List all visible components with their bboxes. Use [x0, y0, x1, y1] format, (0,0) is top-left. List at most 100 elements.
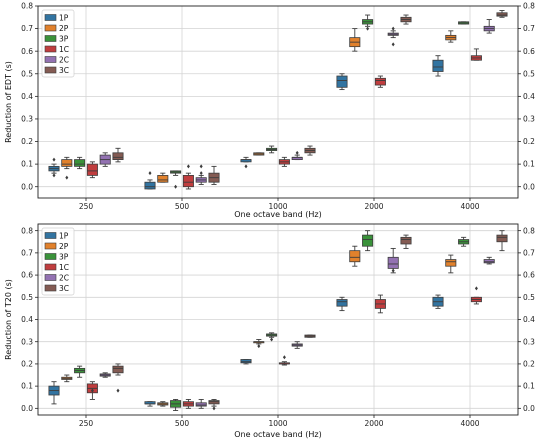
y-tick-label-left: 0.1 [21, 160, 33, 169]
box-2P-500 [157, 401, 169, 407]
box-2C-250 [99, 152, 111, 167]
box-1P-4000 [432, 294, 444, 309]
outlier-point [52, 157, 56, 162]
y-axis-label: Reduction of T20 (s) [4, 279, 13, 360]
y-tick-label-right: 0.1 [523, 382, 535, 391]
box-body [400, 236, 412, 245]
legend-label-2C: 2C [59, 274, 69, 283]
legend-swatch-3C [44, 66, 57, 74]
outlier-point [199, 164, 203, 169]
box-3P-2000 [362, 14, 374, 31]
box-1P-250 [48, 381, 60, 405]
outlier-point [366, 26, 370, 31]
outlier-point [282, 355, 286, 360]
y-tick-label-right: 0.2 [523, 360, 535, 369]
box-1C-250 [86, 161, 98, 179]
chart-panel-1: 0.0 0.0 0.1 0.1 0.2 0.2 0.3 0.3 0.4 0.4 0.5 0.5 0.6 0… [4, 2, 535, 219]
box-body [240, 359, 252, 364]
outlier-point [257, 344, 261, 349]
box-1C-250 [86, 381, 98, 400]
outlier-point [65, 175, 69, 180]
box-body [336, 299, 348, 307]
outlier-point [174, 184, 178, 189]
box-2C-4000 [483, 19, 495, 34]
box-2P-4000 [445, 30, 457, 43]
plot-frame [37, 5, 519, 199]
y-tick-label-right: 0.6 [523, 47, 535, 56]
y-tick-label-left: 0.7 [21, 24, 33, 33]
box-body [182, 175, 194, 188]
outlier-point [295, 150, 299, 155]
box-body [432, 59, 444, 72]
x-tick-label: 250 [79, 419, 94, 428]
box-body [157, 175, 169, 183]
outlier-point [148, 171, 152, 176]
box-body [374, 77, 386, 86]
box-1P-2000 [336, 73, 348, 91]
legend-label-2C: 2C [59, 56, 69, 65]
box-2C-500 [195, 399, 207, 409]
legend-swatch-3P [44, 253, 57, 260]
y-tick-label-left: 0.4 [21, 92, 33, 101]
box-3P-500 [170, 399, 182, 412]
legend-swatch-1C [44, 45, 57, 53]
box-2P-2000 [349, 245, 361, 267]
box-2P-250 [61, 374, 73, 383]
box-2C-1000 [291, 150, 303, 161]
legend-label-3C: 3C [59, 66, 69, 75]
box-1P-500 [144, 401, 156, 407]
legend-label-3C: 3C [59, 284, 69, 293]
legend-swatch-3C [44, 284, 57, 292]
y-tick-label-left: 0.8 [21, 2, 33, 11]
y-tick-label-left: 0.6 [21, 47, 33, 56]
box-body [336, 75, 348, 88]
box-body [112, 365, 124, 374]
y-tick-label-left: 0.3 [21, 337, 33, 346]
y-tick-label-right: 0.3 [523, 337, 535, 346]
legend-swatch-1P [44, 232, 57, 239]
box-1P-1000 [240, 359, 252, 365]
box-body [195, 402, 207, 407]
box-2P-500 [157, 172, 169, 183]
box-2P-2000 [349, 28, 361, 52]
box-1P-2000 [336, 296, 348, 312]
legend-label-3P: 3P [59, 253, 69, 262]
box-body [112, 152, 124, 161]
y-tick-label-left: 0.2 [21, 137, 33, 146]
legend-swatch-3P [44, 35, 57, 42]
legend-label-1P: 1P [59, 14, 69, 23]
y-tick-label-left: 0.5 [21, 293, 33, 302]
y-tick-label-left: 0.2 [21, 360, 33, 369]
box-body [496, 12, 508, 17]
y-tick-label-right: 0.7 [523, 248, 535, 257]
outlier-point [199, 171, 203, 176]
x-tick-label: 4000 [460, 419, 479, 428]
legend-swatch-1C [44, 263, 57, 271]
y-tick-label-right: 0.8 [523, 226, 535, 235]
y-tick-label-right: 0.0 [523, 404, 535, 413]
box-1C-500 [182, 164, 194, 190]
outlier-point [270, 337, 274, 342]
box-1C-1000 [278, 156, 290, 167]
y-tick-label-left: 0.7 [21, 248, 33, 257]
box-3P-4000 [458, 236, 470, 247]
box-3P-500 [170, 170, 182, 189]
legend-label-2P: 2P [59, 242, 69, 251]
y-axis-label: Reduction of EDT (s) [4, 61, 13, 143]
box-3P-250 [74, 365, 86, 378]
legend-swatch-2P [44, 24, 57, 32]
box-2C-1000 [291, 341, 303, 349]
box-body [349, 250, 361, 263]
box-3C-500 [208, 165, 220, 185]
y-tick-label-right: 0.0 [523, 182, 535, 191]
box-3P-1000 [266, 145, 278, 154]
box-2C-2000 [387, 26, 399, 47]
legend-label-1C: 1C [59, 263, 69, 272]
box-1C-4000 [470, 48, 482, 61]
box-1C-2000 [374, 75, 386, 88]
outlier-point [52, 173, 56, 178]
y-tick-label-right: 0.4 [523, 92, 535, 101]
y-tick-label-right: 0.8 [523, 2, 535, 11]
